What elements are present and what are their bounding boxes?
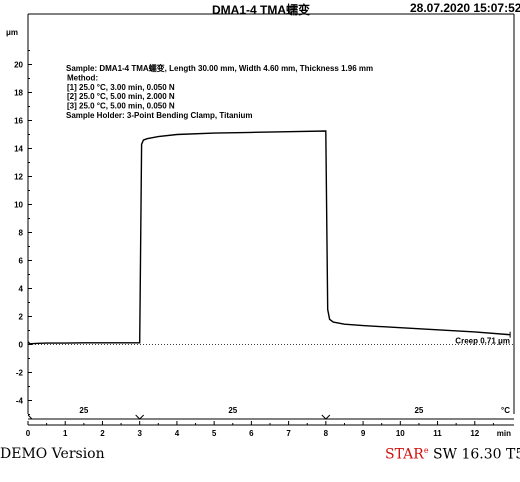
temperature-axis-start-marker bbox=[27, 414, 33, 420]
y-tick-label: -2 bbox=[16, 369, 24, 378]
annotation-line: [1] 25.0 °C, 3.00 min, 0.050 N bbox=[67, 83, 175, 92]
y-tick-label: 6 bbox=[19, 257, 24, 266]
creep-label: Creep 0.71 μm bbox=[455, 337, 510, 346]
annotation-line: [2] 25.0 °C, 5.00 min, 2.000 N bbox=[67, 92, 175, 101]
x-tick-label: 0 bbox=[26, 429, 31, 438]
data-series-line bbox=[27, 130, 511, 345]
y-tick-label: 0 bbox=[19, 341, 24, 350]
x-tick-label: 7 bbox=[286, 429, 291, 438]
timestamp: 28.07.2020 15:07:52 bbox=[410, 1, 520, 15]
x-tick-label: 4 bbox=[175, 429, 180, 438]
x-axis-label: min bbox=[497, 429, 511, 438]
y-axis-label: μm bbox=[6, 28, 18, 37]
y-tick-label: 4 bbox=[19, 285, 24, 294]
temperature-segment-marker bbox=[321, 414, 331, 420]
y-tick-label: 18 bbox=[14, 89, 23, 98]
brand-version: SW 16.30 T5 bbox=[433, 446, 520, 463]
brand-superscript: e bbox=[423, 446, 429, 455]
y-tick-label: 12 bbox=[14, 173, 23, 182]
y-tick-label: 14 bbox=[14, 145, 23, 154]
x-tick-label: 5 bbox=[212, 429, 217, 438]
y-tick-label: 10 bbox=[14, 201, 23, 210]
x-tick-label: 6 bbox=[249, 429, 254, 438]
temperature-unit-label: °C bbox=[501, 406, 510, 415]
chart-title: DMA1-4 TMA蠕变 bbox=[212, 3, 310, 17]
x-tick-label: 2 bbox=[100, 429, 105, 438]
x-tick-label: 8 bbox=[324, 429, 329, 438]
y-tick-label: 8 bbox=[19, 229, 24, 238]
annotation-line: Sample Holder: 3-Point Bending Clamp, Ti… bbox=[66, 111, 253, 120]
annotation-line: Sample: DMA1-4 TMA蠕变, Length 30.00 mm, W… bbox=[66, 63, 373, 73]
temperature-label: 25 bbox=[414, 406, 423, 415]
x-tick-label: 1 bbox=[63, 429, 68, 438]
temperature-label: 25 bbox=[79, 406, 88, 415]
temperature-segment-marker bbox=[135, 414, 145, 420]
temperature-label: 25 bbox=[228, 406, 237, 415]
annotation-line: [3] 25.0 °C, 5.00 min, 0.050 N bbox=[67, 102, 175, 111]
x-tick-label: 12 bbox=[470, 429, 479, 438]
brand-star: STAR bbox=[385, 446, 424, 463]
x-tick-label: 9 bbox=[361, 429, 366, 438]
x-tick-label: 3 bbox=[137, 429, 142, 438]
demo-version-label: DEMO Version bbox=[0, 446, 105, 462]
y-tick-label: 2 bbox=[19, 313, 24, 322]
annotation-line: Method: bbox=[67, 73, 98, 82]
y-tick-label: 20 bbox=[14, 61, 23, 70]
software-brand: STARe SW 16.30 T5 bbox=[385, 446, 520, 463]
y-tick-label: 16 bbox=[14, 117, 23, 126]
x-tick-label: 11 bbox=[433, 429, 442, 438]
x-tick-label: 10 bbox=[396, 429, 405, 438]
y-tick-label: -4 bbox=[16, 397, 24, 406]
